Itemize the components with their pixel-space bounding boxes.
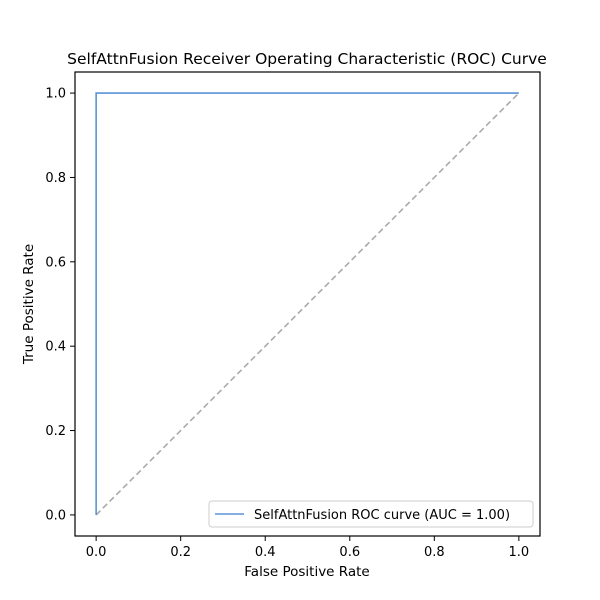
chart-title: SelfAttnFusion Receiver Operating Charac…	[67, 50, 547, 68]
legend-box	[208, 500, 534, 528]
x-tick-label: 0.8	[424, 545, 445, 560]
y-tick-label: 0.0	[45, 508, 66, 523]
x-tick-label: 0.6	[339, 545, 360, 560]
y-tick-label: 0.4	[45, 340, 66, 355]
x-tick-label: 0.2	[170, 545, 191, 560]
legend-label-roc: SelfAttnFusion ROC curve (AUC = 1.00)	[254, 508, 510, 523]
x-axis-label: False Positive Rate	[244, 564, 369, 580]
x-tick-label: 0.0	[86, 545, 107, 560]
x-tick-label: 0.4	[255, 545, 276, 560]
y-tick-label: 0.6	[45, 255, 66, 270]
y-axis-label: True Positive Rate	[21, 244, 37, 365]
y-tick-label: 0.2	[45, 424, 66, 439]
y-tick-label: 0.8	[45, 171, 66, 186]
plot-frame	[74, 71, 541, 537]
roc-curve-line	[95, 92, 519, 515]
chance-diagonal-line	[95, 92, 520, 516]
y-axis-ticks: 0.0 0.2 0.4 0.6 0.8 1.0	[45, 87, 75, 523]
legend: SelfAttnFusion ROC curve (AUC = 1.00)	[208, 500, 534, 528]
x-axis-ticks: 0.0 0.2 0.4 0.6 0.8 1.0	[86, 536, 529, 560]
x-tick-label: 1.0	[509, 545, 530, 560]
series-layer	[95, 92, 520, 516]
y-tick-label: 1.0	[45, 87, 66, 102]
